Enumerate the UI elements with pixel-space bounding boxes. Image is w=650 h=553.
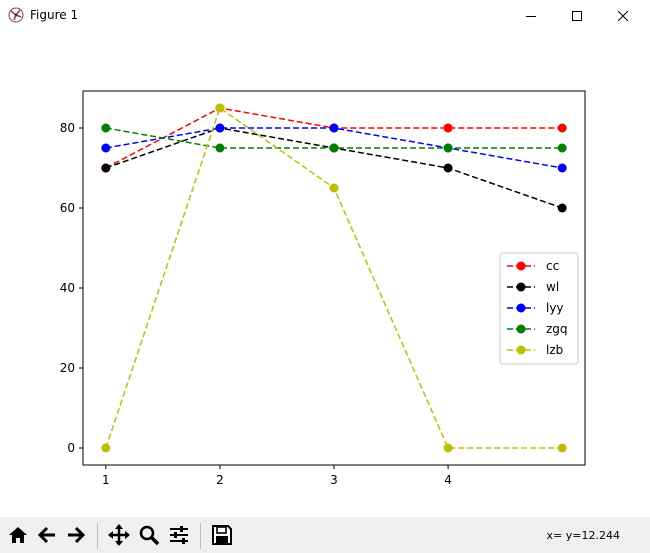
data-point-lzb [557, 443, 567, 453]
data-point-lyy [215, 123, 225, 133]
series-zgq [101, 123, 567, 153]
legend-marker-wl [516, 282, 526, 292]
home-icon [9, 527, 27, 543]
home-button[interactable] [5, 521, 31, 549]
pan-button[interactable] [106, 521, 132, 549]
y-tick-label: 0 [67, 441, 75, 455]
y-tick-label: 60 [60, 201, 75, 215]
data-point-zgq [557, 143, 567, 153]
legend-marker-lzb [516, 345, 526, 355]
y-tick-label: 40 [60, 281, 75, 295]
pan-icon [108, 524, 130, 546]
zoom-button[interactable] [136, 521, 162, 549]
legend-marker-cc [516, 261, 526, 271]
navigation-toolbar: x= y=12.244 [0, 517, 650, 553]
title-bar: Figure 1 [0, 0, 650, 32]
toolbar-separator [200, 523, 201, 549]
figure-canvas[interactable]: 1 2 3 4 0 20 40 60 80 cc wl lyy zgq lzb [0, 32, 650, 517]
data-point-zgq [215, 143, 225, 153]
data-point-cc [557, 123, 567, 133]
legend-label-lyy: lyy [546, 301, 564, 315]
cursor-coordinates: x= y=12.244 [546, 529, 620, 542]
maximize-button[interactable] [554, 0, 600, 32]
series-lzb [101, 103, 567, 453]
legend-label-cc: cc [546, 259, 559, 273]
series-lyy [101, 123, 567, 173]
legend-label-zgq: zgq [546, 322, 568, 336]
data-point-lyy [101, 143, 111, 153]
zoom-icon [139, 525, 160, 546]
save-button[interactable] [209, 521, 235, 549]
data-point-zgq [101, 123, 111, 133]
y-tick-label: 20 [60, 361, 75, 375]
data-point-wl [443, 163, 453, 173]
data-point-wl [557, 203, 567, 213]
x-tick-label: 1 [102, 473, 110, 487]
back-icon [37, 526, 55, 544]
data-point-cc [443, 123, 453, 133]
minimize-button[interactable] [508, 0, 554, 32]
data-point-lzb [443, 443, 453, 453]
maximize-icon [572, 11, 582, 21]
legend-label-lzb: lzb [546, 343, 563, 357]
data-point-lyy [329, 123, 339, 133]
save-icon [212, 525, 232, 545]
data-point-zgq [329, 143, 339, 153]
configure-subplots-button[interactable] [166, 521, 192, 549]
legend-box [499, 252, 579, 365]
forward-button[interactable] [63, 521, 89, 549]
minimize-icon [526, 16, 536, 17]
x-tick-label: 3 [330, 473, 338, 487]
data-point-lzb [215, 103, 225, 113]
matplotlib-app-icon [8, 7, 24, 23]
legend-label-wl: wl [546, 280, 559, 294]
back-button[interactable] [34, 521, 60, 549]
configure-subplots-icon [170, 526, 188, 544]
data-point-lzb [101, 443, 111, 453]
y-tick-label: 80 [60, 121, 75, 135]
forward-icon [68, 526, 86, 544]
legend-marker-lyy [516, 303, 526, 313]
x-tick-label: 4 [444, 473, 452, 487]
toolbar-separator [97, 523, 98, 549]
data-point-lzb [329, 183, 339, 193]
window-title: Figure 1 [30, 8, 79, 22]
x-tick-label: 2 [216, 473, 224, 487]
close-icon [618, 11, 628, 21]
legend-marker-zgq [516, 324, 526, 334]
data-point-lyy [557, 163, 567, 173]
data-point-wl [101, 163, 111, 173]
data-point-zgq [443, 143, 453, 153]
close-button[interactable] [600, 0, 646, 32]
